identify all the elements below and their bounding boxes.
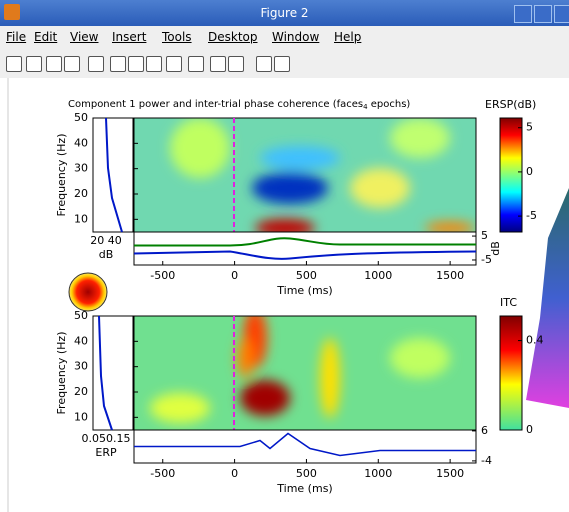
trace-axis-label: dB [489, 241, 502, 256]
heatmap-blob [240, 380, 290, 416]
figure: Component 1 power and inter-trial phase … [0, 78, 569, 512]
toolbar-button[interactable] [146, 56, 162, 72]
heatmap-blob [252, 172, 328, 204]
toolbar-button[interactable] [88, 56, 104, 72]
window: Figure 2 File Edit View Insert Tools Desktop W… [0, 0, 569, 512]
x-axis-label: Time (ms) [276, 284, 332, 297]
side-tick-labels: 0.050.15 [82, 432, 131, 445]
side-tick-labels: 20 40 [90, 234, 122, 247]
toolbar-button[interactable] [128, 56, 144, 72]
x-tick-label: 500 [296, 269, 317, 282]
y-axis-label: Frequency (Hz) [55, 134, 68, 217]
y-tick-label: 40 [74, 334, 88, 347]
heatmap [134, 308, 476, 430]
y-tick-label: 10 [74, 212, 88, 225]
y-tick-label: 30 [74, 162, 88, 175]
heatmap-blob [390, 338, 450, 378]
heatmap-blob [237, 338, 253, 378]
toolbar-button[interactable] [188, 56, 204, 72]
y-tick-label: 20 [74, 385, 88, 398]
maximize-button[interactable] [534, 5, 552, 23]
colorbar-tick-label: 5 [526, 121, 533, 134]
trace-tick-label: 5 [481, 229, 488, 242]
toolbar-button[interactable] [228, 56, 244, 72]
menu-bar: File Edit View Insert Tools Desktop Window Help [0, 26, 569, 48]
x-tick-label: 0 [231, 269, 238, 282]
colorbar-tick-label: 0.4 [526, 334, 544, 347]
menu-item[interactable]: Tools [162, 30, 192, 44]
menu-item[interactable]: Window [272, 30, 319, 44]
toolbar-button[interactable] [46, 56, 62, 72]
scalp-map [69, 273, 107, 311]
side-label: dB [99, 248, 114, 261]
colorbar [500, 316, 522, 430]
toolbar-button[interactable] [26, 56, 42, 72]
menu-item[interactable]: Desktop [208, 30, 258, 44]
x-tick-label: 1000 [364, 269, 392, 282]
trace-panel [134, 232, 476, 265]
menu-item[interactable]: Help [334, 30, 361, 44]
y-tick-label: 10 [74, 410, 88, 423]
x-tick-label: 1000 [364, 467, 392, 480]
y-tick-label: 30 [74, 360, 88, 373]
x-tick-label: 0 [231, 467, 238, 480]
y-tick-label: 20 [74, 187, 88, 200]
menu-item[interactable]: File [6, 30, 26, 44]
colorbar-label: ERSP(dB) [485, 98, 536, 111]
figure-title: Component 1 power and inter-trial phase … [68, 99, 410, 111]
toolbar [0, 48, 569, 79]
minimize-button[interactable] [514, 5, 532, 23]
menu-item[interactable]: Insert [112, 30, 146, 44]
heatmap-blob [170, 118, 230, 178]
x-tick-label: 1500 [436, 467, 464, 480]
x-axis-label: Time (ms) [276, 482, 332, 495]
y-tick-label: 40 [74, 136, 88, 149]
colorbar-label: ITC [500, 296, 517, 309]
heatmap [134, 118, 476, 237]
colorbar-tick-label: 0 [526, 423, 533, 436]
x-tick-label: -500 [150, 269, 175, 282]
toolbar-button[interactable] [274, 56, 290, 72]
menu-item[interactable]: Edit [34, 30, 57, 44]
close-button[interactable] [554, 5, 569, 23]
side-label: ERP [95, 446, 117, 459]
menu-item[interactable]: View [70, 30, 98, 44]
y-tick-label: 50 [74, 111, 88, 124]
heatmap-blob [260, 146, 340, 170]
window-title: Figure 2 [0, 6, 569, 20]
heatmap-blob [150, 393, 210, 423]
x-tick-label: 1500 [436, 269, 464, 282]
trace-tick-label: -4 [481, 454, 492, 467]
heatmap-blob [320, 338, 340, 418]
toolbar-button[interactable] [110, 56, 126, 72]
title-bar: Figure 2 [0, 0, 569, 26]
side-panel [93, 118, 133, 232]
colorbar-tick-label: 0 [526, 165, 533, 178]
toolbar-button[interactable] [6, 56, 22, 72]
trace-tick-label: 6 [481, 424, 488, 437]
toolbar-button[interactable] [210, 56, 226, 72]
heatmap-blob [390, 118, 450, 158]
colorbar-tick-label: -5 [526, 209, 537, 222]
toolbar-button[interactable] [256, 56, 272, 72]
x-tick-label: 500 [296, 467, 317, 480]
toolbar-button[interactable] [64, 56, 80, 72]
x-tick-label: -500 [150, 467, 175, 480]
toolbar-button[interactable] [166, 56, 182, 72]
y-axis-label: Frequency (Hz) [55, 332, 68, 415]
colorbar [500, 118, 522, 232]
heatmap-blob [350, 168, 410, 208]
